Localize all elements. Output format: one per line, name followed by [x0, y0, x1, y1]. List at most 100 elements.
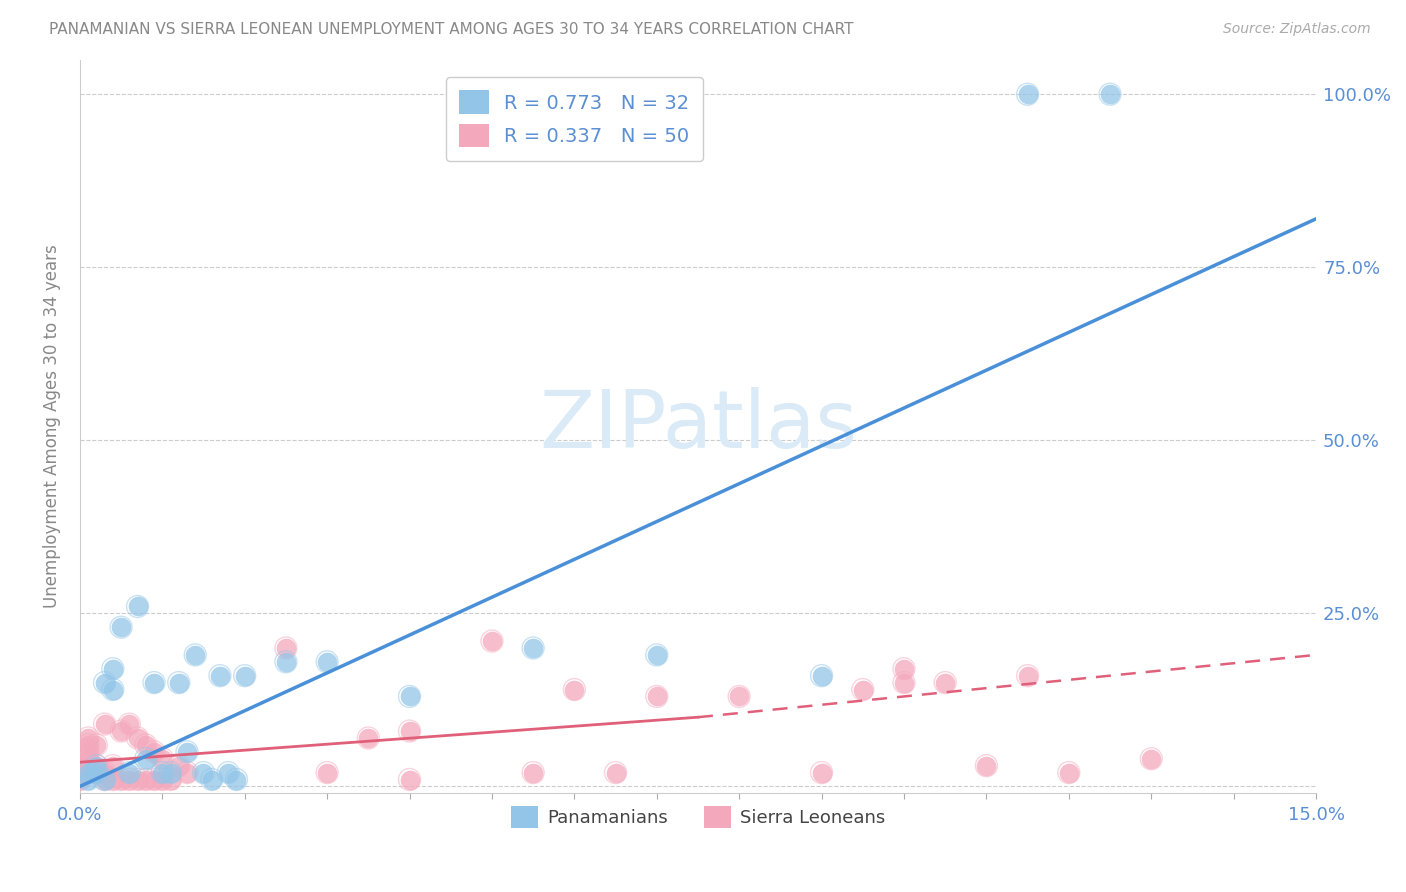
Point — [1017, 87, 1039, 102]
Point — [101, 682, 124, 697]
Point — [93, 675, 115, 690]
Point — [225, 772, 247, 787]
Point — [143, 675, 166, 690]
Point — [217, 765, 239, 780]
Point — [135, 752, 157, 766]
Point — [233, 668, 256, 682]
Point — [316, 655, 339, 669]
Point — [398, 724, 420, 739]
Point — [934, 675, 956, 690]
Point — [118, 772, 141, 787]
Point — [118, 765, 141, 780]
Point — [176, 745, 198, 759]
Text: PANAMANIAN VS SIERRA LEONEAN UNEMPLOYMENT AMONG AGES 30 TO 34 YEARS CORRELATION : PANAMANIAN VS SIERRA LEONEAN UNEMPLOYMEN… — [49, 22, 853, 37]
Point — [135, 738, 157, 752]
Point — [69, 765, 91, 780]
Point — [69, 772, 91, 787]
Point — [127, 599, 149, 614]
Point — [201, 772, 224, 787]
Point — [77, 772, 100, 787]
Point — [150, 765, 173, 780]
Point — [143, 675, 166, 690]
Point — [522, 765, 544, 780]
Point — [127, 599, 149, 614]
Point — [110, 620, 132, 634]
Point — [316, 765, 339, 780]
Point — [159, 765, 181, 780]
Point — [316, 765, 339, 780]
Point — [93, 675, 115, 690]
Point — [143, 772, 166, 787]
Point — [522, 640, 544, 655]
Legend: Panamanians, Sierra Leoneans: Panamanians, Sierra Leoneans — [503, 799, 893, 836]
Point — [225, 772, 247, 787]
Point — [1017, 668, 1039, 682]
Point — [1098, 87, 1121, 102]
Point — [86, 758, 108, 772]
Point — [193, 765, 215, 780]
Point — [934, 675, 956, 690]
Point — [77, 765, 100, 780]
Point — [398, 724, 420, 739]
Point — [562, 682, 585, 697]
Point — [77, 745, 100, 759]
Point — [976, 758, 998, 772]
Point — [728, 690, 751, 704]
Point — [274, 640, 297, 655]
Point — [101, 662, 124, 676]
Point — [86, 758, 108, 772]
Point — [93, 717, 115, 731]
Point — [1017, 668, 1039, 682]
Point — [274, 655, 297, 669]
Point — [976, 758, 998, 772]
Point — [645, 690, 668, 704]
Point — [893, 675, 915, 690]
Point — [481, 634, 503, 648]
Point — [1098, 87, 1121, 102]
Point — [77, 772, 100, 787]
Point — [127, 731, 149, 745]
Point — [69, 772, 91, 787]
Point — [176, 765, 198, 780]
Point — [810, 765, 832, 780]
Point — [1140, 752, 1163, 766]
Point — [101, 772, 124, 787]
Point — [852, 682, 875, 697]
Point — [893, 662, 915, 676]
Point — [1140, 752, 1163, 766]
Point — [150, 752, 173, 766]
Point — [143, 745, 166, 759]
Point — [77, 738, 100, 752]
Point — [135, 738, 157, 752]
Point — [101, 662, 124, 676]
Point — [101, 758, 124, 772]
Point — [77, 752, 100, 766]
Point — [605, 765, 627, 780]
Point — [77, 731, 100, 745]
Point — [69, 758, 91, 772]
Point — [728, 690, 751, 704]
Point — [118, 765, 141, 780]
Point — [101, 758, 124, 772]
Point — [93, 765, 115, 780]
Point — [184, 648, 207, 662]
Point — [86, 765, 108, 780]
Point — [274, 655, 297, 669]
Y-axis label: Unemployment Among Ages 30 to 34 years: Unemployment Among Ages 30 to 34 years — [44, 244, 60, 608]
Point — [159, 772, 181, 787]
Point — [118, 717, 141, 731]
Point — [201, 772, 224, 787]
Point — [274, 640, 297, 655]
Point — [184, 648, 207, 662]
Point — [810, 765, 832, 780]
Point — [645, 690, 668, 704]
Point — [110, 772, 132, 787]
Point — [93, 772, 115, 787]
Point — [69, 765, 91, 780]
Point — [135, 772, 157, 787]
Point — [159, 772, 181, 787]
Point — [77, 738, 100, 752]
Point — [810, 668, 832, 682]
Point — [217, 765, 239, 780]
Point — [118, 717, 141, 731]
